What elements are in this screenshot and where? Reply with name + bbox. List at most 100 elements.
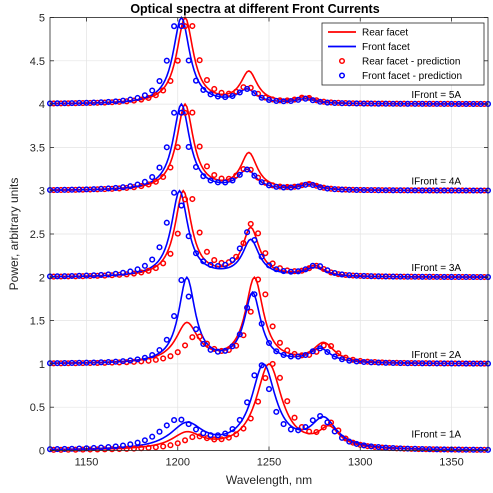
front-prediction-point xyxy=(295,353,302,360)
rear-prediction-point xyxy=(152,265,159,272)
rear-prediction-point xyxy=(349,186,357,193)
front-prediction-point xyxy=(192,426,200,433)
front-prediction-point xyxy=(411,100,419,107)
rear-prediction-point xyxy=(437,273,444,280)
rear-prediction-point xyxy=(160,87,167,94)
rear-prediction-point xyxy=(393,187,400,194)
front-facet-line xyxy=(49,16,488,105)
front-prediction-point xyxy=(477,100,484,107)
rear-prediction-point xyxy=(328,185,335,192)
front-prediction-point xyxy=(338,186,346,193)
front-prediction-point xyxy=(331,428,338,435)
rear-prediction-point xyxy=(167,353,174,360)
rear-prediction-point xyxy=(371,273,378,280)
front-prediction-point xyxy=(382,187,389,194)
front-prediction-point xyxy=(149,174,156,181)
front-prediction-point xyxy=(178,109,185,116)
rear-prediction-point xyxy=(87,359,94,367)
front-prediction-point xyxy=(98,359,105,366)
front-prediction-point xyxy=(353,186,360,193)
rear-prediction-point xyxy=(94,359,101,366)
front-prediction-point xyxy=(382,273,389,280)
front-prediction-point xyxy=(163,57,170,64)
front-prediction-point xyxy=(54,186,61,193)
rear-prediction-point xyxy=(291,268,298,275)
rear-prediction-point xyxy=(196,333,203,340)
rear-prediction-point xyxy=(203,340,210,347)
rear-prediction-point xyxy=(101,186,108,193)
front-prediction-point xyxy=(156,347,163,354)
front-prediction-point xyxy=(214,432,221,439)
front-prediction-point xyxy=(236,245,243,252)
rear-prediction-point xyxy=(364,358,371,365)
x-tick-label: 1300 xyxy=(348,457,372,469)
front-prediction-point xyxy=(178,277,185,284)
front-prediction-point xyxy=(127,357,134,364)
front-prediction-point xyxy=(105,271,112,278)
rear-prediction-point xyxy=(422,360,430,367)
rear-prediction-point xyxy=(437,360,444,367)
front-prediction-point xyxy=(448,360,455,367)
rear-prediction-point xyxy=(72,360,79,367)
rear-prediction-point xyxy=(94,99,101,106)
front-prediction-point xyxy=(185,143,192,151)
rear-prediction-point xyxy=(145,267,152,274)
front-prediction-point xyxy=(134,266,141,273)
front-prediction-point xyxy=(338,100,346,107)
front-prediction-point xyxy=(229,257,236,264)
front-prediction-point xyxy=(119,358,127,365)
rear-prediction-point xyxy=(254,276,262,283)
rear-prediction-point xyxy=(430,273,437,280)
rear-prediction-point xyxy=(160,173,167,181)
front-prediction-point xyxy=(382,100,389,107)
rear-prediction-point xyxy=(444,446,451,453)
front-prediction-point xyxy=(265,262,273,269)
rear-prediction-point xyxy=(444,273,451,280)
front-prediction-point xyxy=(214,348,221,355)
rear-prediction-point xyxy=(152,356,159,363)
front-prediction-point xyxy=(251,237,258,244)
front-prediction-point xyxy=(324,348,331,356)
front-prediction-point xyxy=(390,359,397,367)
front-prediction-point xyxy=(112,270,119,277)
front-prediction-point xyxy=(295,96,302,103)
front-prediction-point xyxy=(433,446,440,453)
front-prediction-point xyxy=(441,446,448,453)
rear-prediction-point xyxy=(50,360,57,367)
front-prediction-point xyxy=(441,187,448,194)
front-prediction-point xyxy=(338,434,346,441)
rear-prediction-point xyxy=(466,360,473,367)
front-prediction-point xyxy=(156,164,163,171)
front-prediction-point xyxy=(258,362,265,369)
front-prediction-point xyxy=(244,85,251,92)
front-prediction-point xyxy=(127,268,134,275)
rear-prediction-point xyxy=(87,99,94,106)
rear-prediction-point xyxy=(211,345,218,353)
front-prediction-point xyxy=(90,186,97,193)
front-prediction-point xyxy=(236,89,243,96)
front-prediction-point xyxy=(229,343,236,350)
rear-prediction-point xyxy=(474,100,481,107)
front-prediction-point xyxy=(419,273,426,280)
rear-prediction-point xyxy=(320,98,327,105)
front-prediction-point xyxy=(338,356,346,363)
rear-prediction-point xyxy=(203,163,210,170)
front-prediction-point xyxy=(448,273,455,280)
rear-prediction-point xyxy=(225,434,232,441)
front-prediction-point xyxy=(98,444,105,451)
front-prediction-point xyxy=(244,399,251,406)
legend-box xyxy=(321,22,485,86)
y-tick-label: 1 xyxy=(39,359,45,371)
front-prediction-point xyxy=(54,360,61,367)
front-prediction-point xyxy=(112,184,119,191)
rear-prediction-point xyxy=(57,446,65,453)
rear-prediction-point xyxy=(72,273,79,280)
rear-prediction-point xyxy=(401,359,408,366)
rear-prediction-point xyxy=(459,187,466,194)
front-prediction-point xyxy=(229,426,236,433)
front-prediction-point xyxy=(76,99,83,107)
front-prediction-point xyxy=(455,187,462,194)
rear-prediction-point xyxy=(254,398,262,405)
front-prediction-point xyxy=(83,186,90,193)
